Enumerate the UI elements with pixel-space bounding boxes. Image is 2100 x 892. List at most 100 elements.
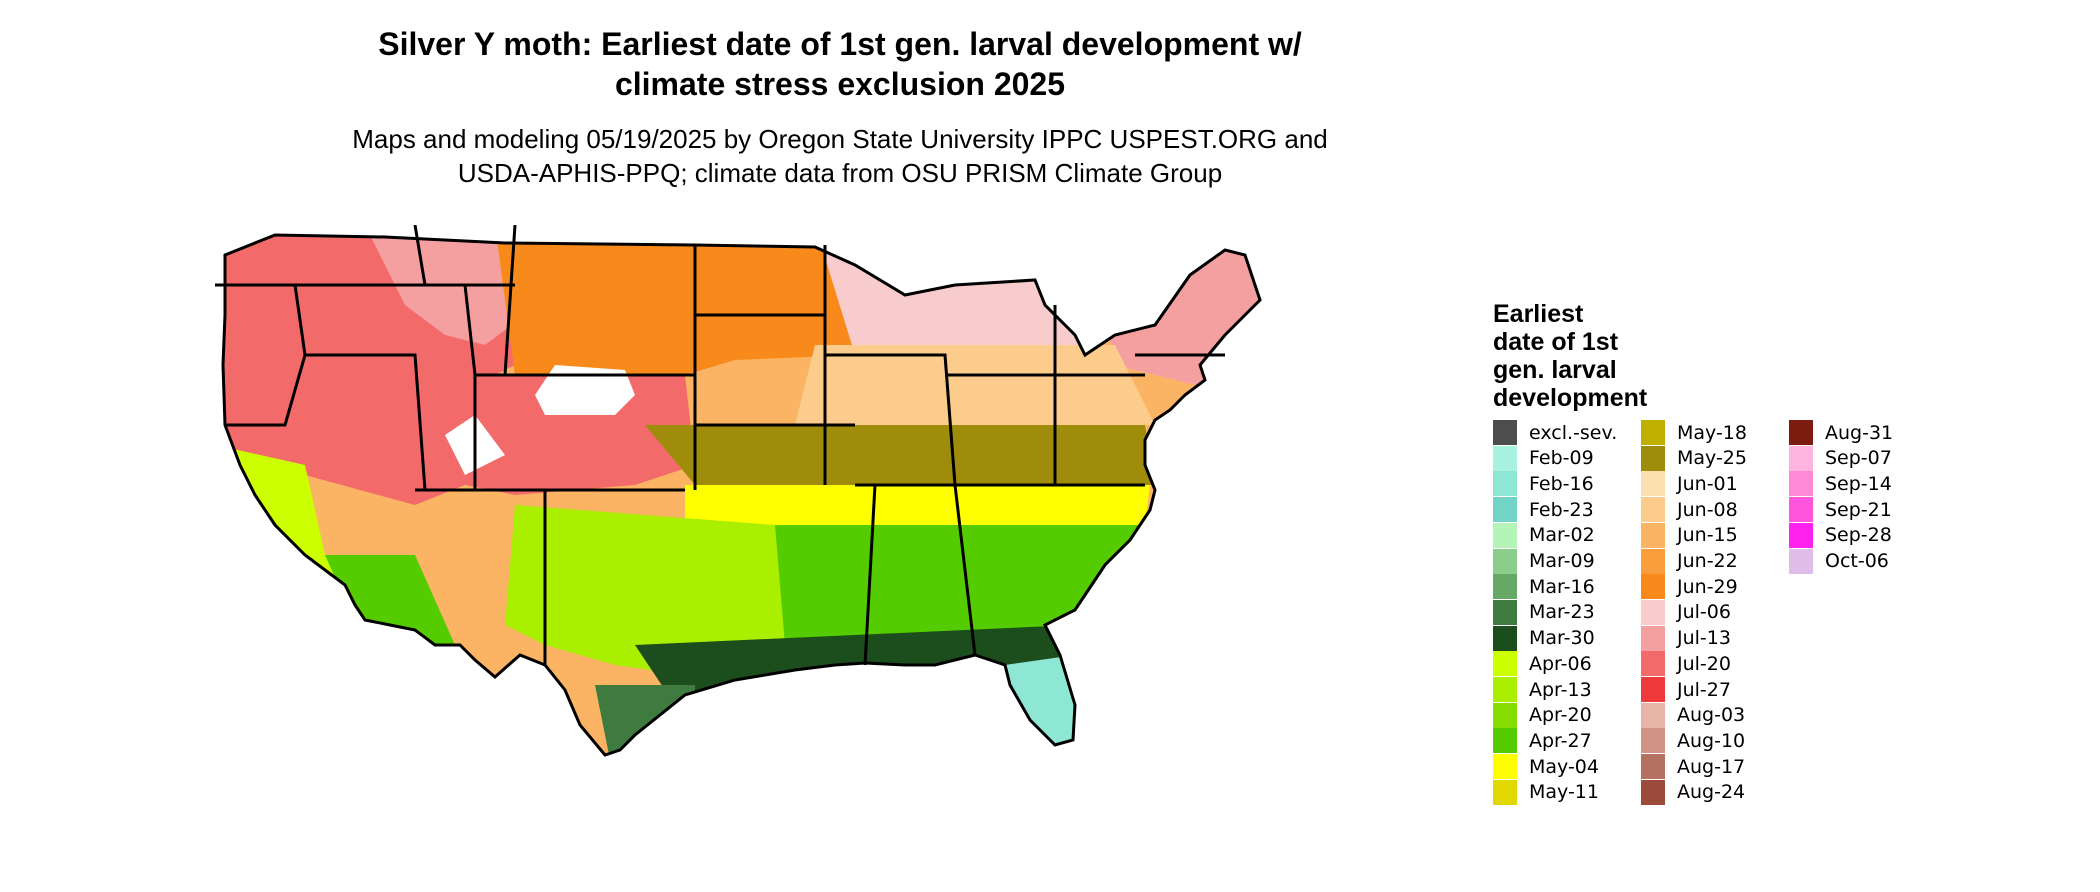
map-title-line-1: Silver Y moth: Earliest date of 1st gen.… bbox=[378, 26, 1302, 62]
legend-swatch bbox=[1493, 702, 1517, 728]
legend-item: Aug-24 bbox=[1641, 779, 1746, 805]
legend-item: Mar-16 bbox=[1493, 574, 1595, 600]
legend-label: Jul-13 bbox=[1677, 627, 1731, 650]
legend-swatch bbox=[1641, 728, 1665, 754]
legend-item: Mar-02 bbox=[1493, 522, 1595, 548]
legend-swatch bbox=[1641, 522, 1665, 548]
legend-item: Jun-15 bbox=[1641, 522, 1738, 548]
legend-swatch bbox=[1493, 497, 1517, 523]
border-nv-ut bbox=[305, 353, 427, 491]
legend-item: May-11 bbox=[1493, 779, 1599, 805]
northern-plains-zone bbox=[495, 235, 855, 375]
development-date-fill bbox=[223, 235, 1260, 755]
legend-label: Oct-06 bbox=[1825, 550, 1889, 572]
legend-title-line-1: Earliest bbox=[1493, 300, 1584, 328]
legend-item: Apr-20 bbox=[1493, 702, 1592, 728]
legend-label: Sep-07 bbox=[1825, 447, 1892, 470]
legend-label: Jul-27 bbox=[1677, 678, 1731, 701]
legend-swatch bbox=[1641, 651, 1665, 677]
legend-swatch bbox=[1641, 420, 1665, 445]
legend-item: Aug-31 bbox=[1789, 420, 1893, 445]
legend-label: Jul-20 bbox=[1677, 652, 1731, 675]
legend-item: Aug-10 bbox=[1641, 728, 1746, 754]
legend-label: May-25 bbox=[1677, 447, 1747, 470]
legend-item: Apr-13 bbox=[1493, 677, 1592, 702]
legend-swatch bbox=[1641, 471, 1665, 497]
legend-swatch bbox=[1641, 445, 1665, 471]
map-subtitle: Maps and modeling 05/19/2025 by Oregon S… bbox=[260, 122, 1420, 190]
legend-swatch bbox=[1493, 779, 1517, 805]
border-ia-il bbox=[825, 353, 957, 486]
legend-item: Jun-01 bbox=[1641, 471, 1738, 497]
legend-item: Jul-27 bbox=[1641, 677, 1731, 702]
map-title-line-2: climate stress exclusion 2025 bbox=[614, 66, 1066, 102]
legend-item: Apr-06 bbox=[1493, 651, 1592, 677]
conus-map bbox=[215, 225, 1262, 757]
legend-swatch bbox=[1493, 651, 1517, 677]
legend-swatch bbox=[1641, 625, 1665, 651]
border-al-ga bbox=[953, 484, 977, 656]
legend-item: Jun-29 bbox=[1641, 574, 1738, 600]
legend-item: Jun-08 bbox=[1641, 497, 1738, 523]
wyoming-highlands-zone bbox=[535, 365, 635, 415]
legend-swatch bbox=[1493, 599, 1517, 625]
legend-swatch bbox=[1789, 445, 1813, 471]
legend-label: Sep-21 bbox=[1825, 498, 1892, 521]
legend-swatch bbox=[1641, 574, 1665, 600]
legend-label: Sep-14 bbox=[1825, 472, 1892, 495]
legend-swatch bbox=[1641, 548, 1665, 574]
central-rockies-zone bbox=[445, 375, 695, 495]
legend-label: Jun-15 bbox=[1677, 524, 1738, 547]
legend-title-line-3: gen. larval bbox=[1493, 356, 1617, 384]
legend-item: Sep-14 bbox=[1789, 471, 1892, 497]
legend-item: Feb-23 bbox=[1493, 497, 1594, 523]
legend-swatch bbox=[1641, 497, 1665, 523]
legend-item: Jun-22 bbox=[1641, 548, 1738, 574]
border-ms-al bbox=[863, 484, 877, 666]
legend-label: Apr-27 bbox=[1529, 729, 1592, 752]
legend-swatch bbox=[1493, 420, 1517, 445]
legend-swatch bbox=[1641, 599, 1665, 625]
legend-label: Jun-22 bbox=[1677, 550, 1738, 572]
legend-item: Sep-28 bbox=[1789, 522, 1892, 548]
map-subtitle-line-2: USDA-APHIS-PPQ; climate data from OSU PR… bbox=[457, 158, 1223, 188]
legend-item: Feb-16 bbox=[1493, 471, 1594, 497]
mid-south-zone bbox=[645, 425, 1155, 495]
legend-swatch bbox=[1493, 574, 1517, 600]
legend-title-line-2: date of 1st bbox=[1493, 328, 1619, 356]
legend-label: Aug-17 bbox=[1677, 755, 1746, 778]
legend-swatch bbox=[1789, 471, 1813, 497]
legend-swatch bbox=[1789, 522, 1813, 548]
border-mt-wy bbox=[473, 225, 517, 490]
legend-label: excl.-sev. bbox=[1529, 421, 1618, 444]
legend-label: Mar-16 bbox=[1529, 575, 1595, 598]
south-florida-zone bbox=[1005, 655, 1085, 755]
legend-label: Mar-23 bbox=[1529, 601, 1595, 624]
legend-item: Jul-06 bbox=[1641, 599, 1731, 625]
legend-label: Aug-24 bbox=[1677, 781, 1746, 804]
legend-item: Jul-20 bbox=[1641, 651, 1731, 677]
legend-swatch bbox=[1493, 728, 1517, 754]
legend-item: Mar-09 bbox=[1493, 548, 1595, 574]
border-id-mt bbox=[413, 225, 477, 376]
border-or-ca bbox=[225, 284, 307, 427]
legend-label: Mar-02 bbox=[1529, 524, 1595, 547]
legend-item: Oct-06 bbox=[1789, 548, 1889, 574]
legend-swatch bbox=[1493, 445, 1517, 471]
legend-swatch bbox=[1493, 677, 1517, 702]
legend-label: Jun-08 bbox=[1677, 498, 1738, 521]
state-boundaries bbox=[215, 225, 1262, 757]
legend-item: Sep-07 bbox=[1789, 445, 1892, 471]
map-legend: excl.-sev. Feb-09 Feb-16 Feb-23 Mar-02 Mar-09… bbox=[1493, 420, 2093, 820]
legend-swatch bbox=[1641, 702, 1665, 728]
legend-item: May-25 bbox=[1641, 445, 1747, 471]
legend-item: Jul-13 bbox=[1641, 625, 1731, 651]
legend-item: Aug-17 bbox=[1641, 754, 1746, 780]
legend-label: Aug-10 bbox=[1677, 729, 1746, 752]
legend-swatch bbox=[1493, 625, 1517, 651]
legend-label: Jul-06 bbox=[1677, 601, 1731, 624]
legend-swatch bbox=[1493, 522, 1517, 548]
legend-label: Feb-09 bbox=[1529, 447, 1594, 470]
legend-swatch bbox=[1641, 754, 1665, 780]
legend-item: Feb-09 bbox=[1493, 445, 1594, 471]
